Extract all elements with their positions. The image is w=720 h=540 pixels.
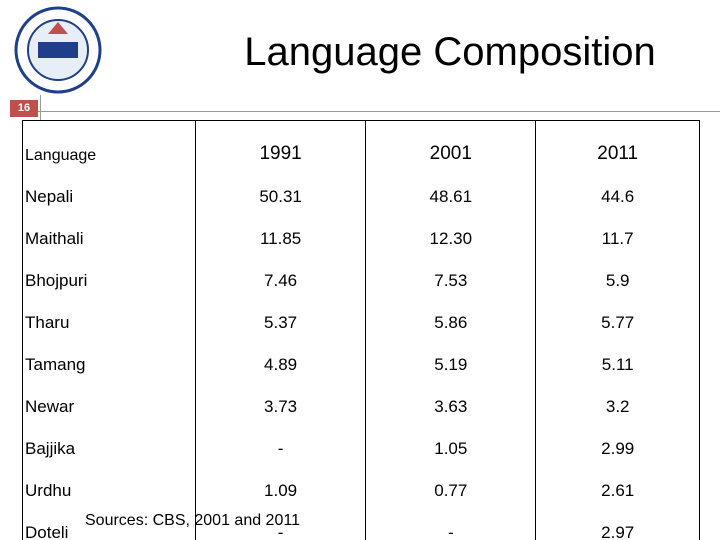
table-cell: 0.77 [365, 463, 537, 505]
divider [40, 95, 41, 120]
table-cell: - [194, 505, 367, 540]
table-cell: 1.05 [365, 421, 537, 463]
table-row: Newar 3.73 3.63 3.2 [22, 379, 700, 421]
table-cell: 5.37 [194, 295, 367, 337]
table-cell: 2.61 [535, 463, 700, 505]
row-label: Nepali [22, 169, 196, 211]
table-cell: 5.9 [535, 253, 700, 295]
column-header: 2001 [365, 120, 537, 169]
slide-title: Language Composition [244, 30, 656, 74]
logo [14, 6, 102, 94]
table-cell: 48.61 [365, 169, 537, 211]
header-row: Language 1991 2001 2011 [22, 120, 700, 169]
table-cell: - [194, 421, 367, 463]
table-row: Doteli - -2.97 [22, 505, 700, 540]
table-cell: 3.63 [365, 379, 537, 421]
table-cell: 2.97 [535, 505, 700, 540]
table-cell: 3.73 [194, 379, 367, 421]
row-label: Bajjika [22, 421, 196, 463]
data-table: Language 1991 2001 2011 Nepali 50.31 48.61 44.6… [22, 120, 700, 540]
row-label: Newar [22, 379, 196, 421]
slide-number: 16 [10, 100, 38, 117]
column-header: Language [22, 120, 196, 169]
divider [30, 111, 720, 112]
row-label: Tamang [22, 337, 196, 379]
row-label: Maithali [22, 211, 196, 253]
table-row: Urdhu 1.09 0.77 2.61 [22, 463, 700, 505]
row-label: Doteli [22, 505, 196, 540]
table-cell: - [365, 505, 537, 540]
table-cell: 4.89 [194, 337, 367, 379]
table-cell: 5.11 [535, 337, 700, 379]
table-cell: 50.31 [194, 169, 367, 211]
table-row: Tamang 4.89 5.19 5.11 [22, 337, 700, 379]
table-cell: 3.2 [535, 379, 700, 421]
table-cell: 44.6 [535, 169, 700, 211]
table-cell: 11.7 [535, 211, 700, 253]
column-header: 1991 [194, 120, 367, 169]
table-row: Bajjika -1.05 2.99 [22, 421, 700, 463]
row-label: Urdhu [22, 463, 196, 505]
row-label: Bhojpuri [22, 253, 196, 295]
table-cell: 2.99 [535, 421, 700, 463]
source-note: Sources: CBS, 2001 and 2011 [85, 512, 300, 529]
table-cell: 7.46 [194, 253, 367, 295]
table-row: Tharu 5.37 5.86 5.77 [22, 295, 700, 337]
table-cell: 5.77 [535, 295, 700, 337]
table-row: Nepali 50.31 48.61 44.6 [22, 169, 700, 211]
table-cell: 1.09 [194, 463, 367, 505]
table-cell: 11.85 [194, 211, 367, 253]
table-cell: 5.86 [365, 295, 537, 337]
table-cell: 12.30 [365, 211, 537, 253]
table-row: Bhojpuri 7.46 7.53 5.9 [22, 253, 700, 295]
row-label: Tharu [22, 295, 196, 337]
column-header: 2011 [535, 120, 700, 169]
table-cell: 7.53 [365, 253, 537, 295]
table-row: Maithali 11.85 12.30 11.7 [22, 211, 700, 253]
table-cell: 5.19 [365, 337, 537, 379]
